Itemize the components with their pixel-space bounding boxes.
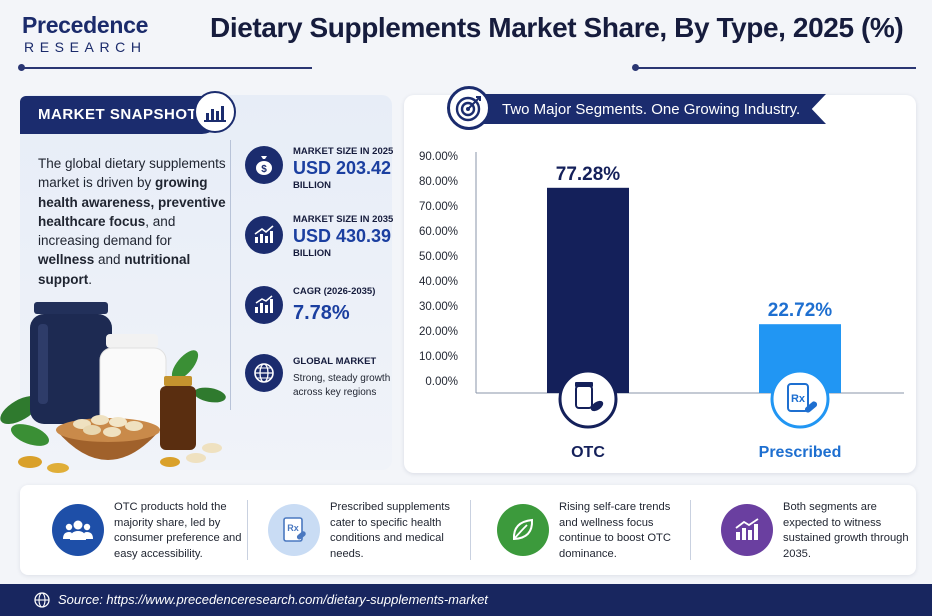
pill-bottle-icon-circle xyxy=(558,369,618,429)
svg-text:$: $ xyxy=(261,164,267,175)
kpi-label: MARKET SIZE IN 2035 xyxy=(293,214,394,225)
insight-prescribed: Rx Prescribed supplements cater to speci… xyxy=(268,500,458,560)
ribbon-text: Two Major Segments. One Growing Industry… xyxy=(502,101,801,118)
logo-sub-text: RESEARCH xyxy=(24,39,147,55)
source-link[interactable]: Source: https://www.precedenceresearch.c… xyxy=(58,592,488,607)
bar-value-label: 77.28% xyxy=(556,164,621,185)
capsule-icon xyxy=(590,400,604,412)
kpi-cagr: CAGR (2026-2035) 7.78% xyxy=(245,286,390,330)
logo: Precedence RESEARCH xyxy=(22,12,162,58)
insight-otc: OTC products hold the majority share, le… xyxy=(52,500,242,560)
kpi-value: 7.78% xyxy=(293,302,350,324)
y-tick-label: 30.00% xyxy=(419,301,458,313)
insight-text: Rising self-care trends and wellness foc… xyxy=(559,501,671,560)
divider xyxy=(690,500,691,560)
analytics-icon xyxy=(194,91,236,133)
kpi-unit: BILLION xyxy=(293,180,331,191)
divider xyxy=(230,140,231,410)
divider xyxy=(247,500,248,560)
y-tick-label: 50.00% xyxy=(419,251,458,263)
category-label: Prescribed xyxy=(759,444,842,461)
kpi-market-size-2025: $ MARKET SIZE IN 2025 USD 203.42 BILLION xyxy=(245,146,394,194)
snapshot-emphasis: nutritional support xyxy=(38,252,191,287)
svg-text:Rx: Rx xyxy=(287,523,299,533)
prescription-icon xyxy=(787,383,809,412)
snapshot-emphasis: wellness xyxy=(38,252,95,268)
kpi-label: GLOBAL MARKET xyxy=(293,356,377,367)
category-label: OTC xyxy=(571,444,605,461)
footer-bar xyxy=(0,584,932,616)
header-line-dot xyxy=(632,64,639,71)
segment-ribbon xyxy=(470,94,826,124)
y-tick-label: 80.00% xyxy=(419,176,458,188)
kpi-label: MARKET SIZE IN 2025 xyxy=(293,146,394,157)
header-line-dot xyxy=(18,64,25,71)
kpi-label: CAGR (2026-2035) xyxy=(293,286,376,297)
chart-panel xyxy=(404,95,916,473)
snapshot-text: . xyxy=(88,271,93,287)
y-tick-label: 60.00% xyxy=(419,226,458,238)
snapshot-text: and xyxy=(94,252,125,268)
snapshot-emphasis: growing health awareness, preventive hea… xyxy=(38,175,226,229)
globe-icon xyxy=(245,354,283,392)
kpi-market-size-2035: MARKET SIZE IN 2035 USD 430.39 BILLION xyxy=(245,214,394,262)
snapshot-tab: MARKET SNAPSHOT xyxy=(20,96,220,134)
kpi-description: Strong, steady growth across key regions xyxy=(293,373,391,398)
pill-bottle-cap xyxy=(575,382,593,387)
insight-self-care: Rising self-care trends and wellness foc… xyxy=(497,500,687,560)
target-icon xyxy=(447,86,491,130)
insight-growth: Both segments are expected to witness su… xyxy=(721,500,911,560)
leaf-icon xyxy=(497,504,549,556)
divider xyxy=(470,500,471,560)
bar-value-label: 22.72% xyxy=(768,300,833,321)
snapshot-text: , and increasing demand for xyxy=(38,213,176,249)
logo-main-text: Precedence xyxy=(22,12,149,38)
y-tick-label: 10.00% xyxy=(419,351,458,363)
insight-text: OTC products hold the majority share, le… xyxy=(114,501,242,560)
header-line-right xyxy=(636,67,916,69)
growth-chart-icon xyxy=(245,216,283,254)
page-title: Dietary Supplements Market Share, By Typ… xyxy=(210,12,904,43)
market-share-bar-chart: 0.00% 10.00% 20.00% 30.00% 40.00% 50.00% 60.00… xyxy=(419,151,904,461)
kpi-global-market: GLOBAL MARKET Strong, steady growth acro… xyxy=(245,352,390,402)
y-tick-label: 70.00% xyxy=(419,201,458,213)
globe-icon xyxy=(34,592,50,608)
prescription-symbol: Rx xyxy=(791,393,806,405)
people-icon xyxy=(52,504,104,556)
supplements-illustration xyxy=(0,290,240,480)
kpi-unit: BILLION xyxy=(293,248,331,259)
y-tick-label: 20.00% xyxy=(419,326,458,338)
bar-chart-icon xyxy=(245,286,283,324)
insight-text: Prescribed supplements cater to specific… xyxy=(330,501,451,560)
y-tick-label: 0.00% xyxy=(425,376,458,388)
bar-otc xyxy=(547,187,629,393)
kpi-value: USD 430.39 xyxy=(293,226,392,246)
kpi-value: USD 203.42 xyxy=(293,158,392,178)
growth-chart-icon xyxy=(721,504,773,556)
pill-icon xyxy=(804,401,818,413)
prescription-icon: Rx xyxy=(268,504,320,556)
money-bag-icon: $ xyxy=(245,146,283,184)
y-tick-label: 90.00% xyxy=(419,151,458,163)
y-tick-label: 40.00% xyxy=(419,276,458,288)
snapshot-text: The global dietary supplements market is… xyxy=(38,156,226,191)
snapshot-description: The global dietary supplements market is… xyxy=(38,154,228,289)
insight-text: Both segments are expected to witness su… xyxy=(783,501,909,560)
header-line-left xyxy=(22,67,312,69)
